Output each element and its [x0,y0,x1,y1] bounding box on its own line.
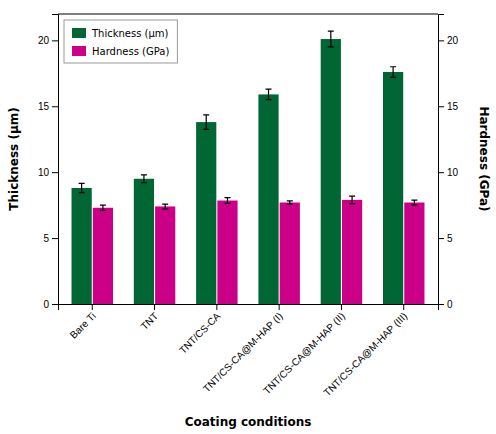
bar [404,203,424,305]
bar [258,94,278,304]
tick-mark [279,304,280,310]
tick-label: 10 [38,167,50,178]
error-bar [287,201,293,204]
tick-label: 15 [38,101,50,112]
error-bar [266,89,272,100]
bar [134,179,154,304]
tick-mark [341,304,342,310]
bar [217,201,237,304]
tick-label: 5 [43,233,49,244]
bar [72,188,92,304]
tick: TNT [139,304,161,332]
tick: Bare Ti [68,304,98,341]
bar [280,203,300,305]
tick-label: 5 [447,233,453,244]
tick: TNT/CS-CA [177,304,223,356]
tick-mark [216,304,217,310]
legend-label: Thickness (μm) [91,28,169,39]
error-bar [162,204,168,209]
y-axis-title: Thickness (μm) [7,107,21,210]
tick-label: 0 [447,299,453,310]
tick-label: 20 [38,35,50,46]
tick-mark [438,106,444,107]
legend-frame [64,20,177,63]
tick-label: TNT/CS-CA@M-HAP (III) [322,310,410,398]
error-bar [141,175,147,183]
tick-label: 0 [43,299,49,310]
bar [155,206,175,304]
tick-mark [52,304,58,305]
tick-mark [52,172,58,173]
bar [93,208,113,304]
frame-line [58,14,438,15]
tick-label: TNT/CS-CA [177,310,223,356]
error-bar [349,196,355,203]
tick: 0 [438,299,453,310]
bar [321,39,341,304]
tick: 10 [438,167,459,178]
error-bars [100,196,417,210]
bar [383,72,403,304]
error-bars [79,31,396,192]
tick: 0 [43,299,58,310]
tick-mark [52,40,58,41]
x-axis-title: Coating conditions [185,415,312,429]
tick-mark [438,304,444,305]
error-bar [411,200,417,205]
tick-label: 15 [447,101,459,112]
tick: 20 [38,35,58,46]
error-bar [390,67,396,78]
axis-line [52,15,59,305]
marks [72,31,425,304]
tick-label: 20 [447,35,459,46]
legend: Thickness (μm) Hardness (GPa) [64,20,177,63]
bar [196,122,216,304]
tick: 15 [38,101,58,112]
legend-item: Thickness (μm) [72,28,169,39]
error-bar [79,183,85,192]
tick-label: Bare Ti [68,310,98,340]
tick-mark [438,40,444,41]
tick-label: TNT [139,310,161,332]
error-bar [203,115,209,130]
error-bar [100,205,106,210]
legend-item: Hardness (GPa) [72,46,169,57]
chart: Bare TiTNTTNT/CS-CATNT/CS-CA@M-HAP (I)TN… [0,0,496,434]
legend-swatch [72,28,86,38]
tick: 20 [438,35,459,46]
tick: 5 [43,233,58,244]
x-axis: Bare TiTNTTNT/CS-CATNT/CS-CA@M-HAP (I)TN… [59,304,439,398]
tick-mark [438,238,444,239]
tick: 5 [438,233,453,244]
y-axis: 0 5 10 15 20 [38,15,59,310]
axis-line [59,305,439,311]
tick: TNT/CS-CA@M-HAP (III) [322,304,410,398]
y2-axis-title: Hardness (GPa) [477,106,491,211]
tick: 15 [438,101,459,112]
axis-line [439,15,445,305]
plot: Bare TiTNTTNT/CS-CATNT/CS-CA@M-HAP (I)TN… [7,14,491,429]
bar-series [72,39,404,304]
legend-swatch [72,46,86,56]
bar-series [93,200,425,304]
bar [342,200,362,304]
tick-mark [438,172,444,173]
error-bar [224,198,230,204]
tick-mark [403,304,404,310]
tick-mark [52,106,58,107]
legend-label: Hardness (GPa) [92,46,169,57]
tick-mark [92,304,93,310]
tick-mark [154,304,155,310]
y2-axis: 0 5 10 15 20 [438,15,459,310]
tick-label: 10 [447,167,459,178]
tick: 10 [38,167,58,178]
error-bar [328,31,334,47]
tick-mark [52,238,58,239]
